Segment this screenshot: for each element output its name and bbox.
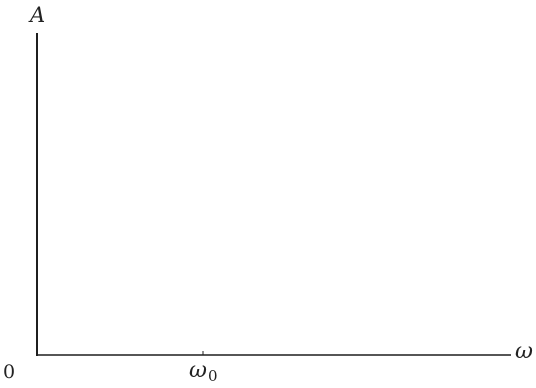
x-tick-subscript: 0 — [207, 367, 218, 385]
x-axis-label-omega: ω — [515, 339, 533, 364]
x-tick-label-omega0: ω0 — [189, 360, 218, 384]
y-axis-label-amplitude: A — [30, 3, 46, 27]
x-tick-symbol: ω — [189, 358, 207, 383]
origin-label: 0 — [3, 361, 16, 383]
